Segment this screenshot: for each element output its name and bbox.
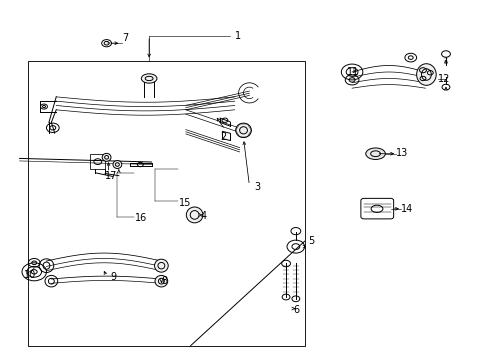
Text: 3: 3 bbox=[254, 182, 260, 192]
Text: 5: 5 bbox=[307, 236, 314, 246]
Text: 6: 6 bbox=[293, 305, 299, 315]
Text: 13: 13 bbox=[395, 148, 407, 158]
Text: 16: 16 bbox=[134, 213, 146, 223]
Text: 14: 14 bbox=[400, 204, 412, 214]
Ellipse shape bbox=[365, 148, 385, 159]
Text: 7: 7 bbox=[122, 33, 128, 43]
Text: 2: 2 bbox=[220, 132, 226, 142]
Text: 4: 4 bbox=[200, 211, 206, 221]
Ellipse shape bbox=[113, 161, 122, 168]
Text: 12: 12 bbox=[437, 74, 449, 84]
Text: 15: 15 bbox=[178, 198, 190, 208]
Text: 10: 10 bbox=[24, 270, 37, 280]
Text: 1: 1 bbox=[234, 31, 241, 41]
Ellipse shape bbox=[186, 207, 203, 223]
Bar bbox=[28, 61, 304, 346]
Text: 17: 17 bbox=[105, 171, 117, 181]
Ellipse shape bbox=[155, 275, 167, 287]
Ellipse shape bbox=[141, 74, 157, 83]
Ellipse shape bbox=[154, 259, 168, 272]
Ellipse shape bbox=[102, 153, 111, 161]
Bar bbox=[90, 154, 105, 169]
Text: 11: 11 bbox=[346, 67, 359, 77]
Text: 9: 9 bbox=[110, 272, 116, 282]
Text: 8: 8 bbox=[161, 276, 167, 286]
Ellipse shape bbox=[235, 123, 251, 138]
Ellipse shape bbox=[416, 64, 435, 85]
